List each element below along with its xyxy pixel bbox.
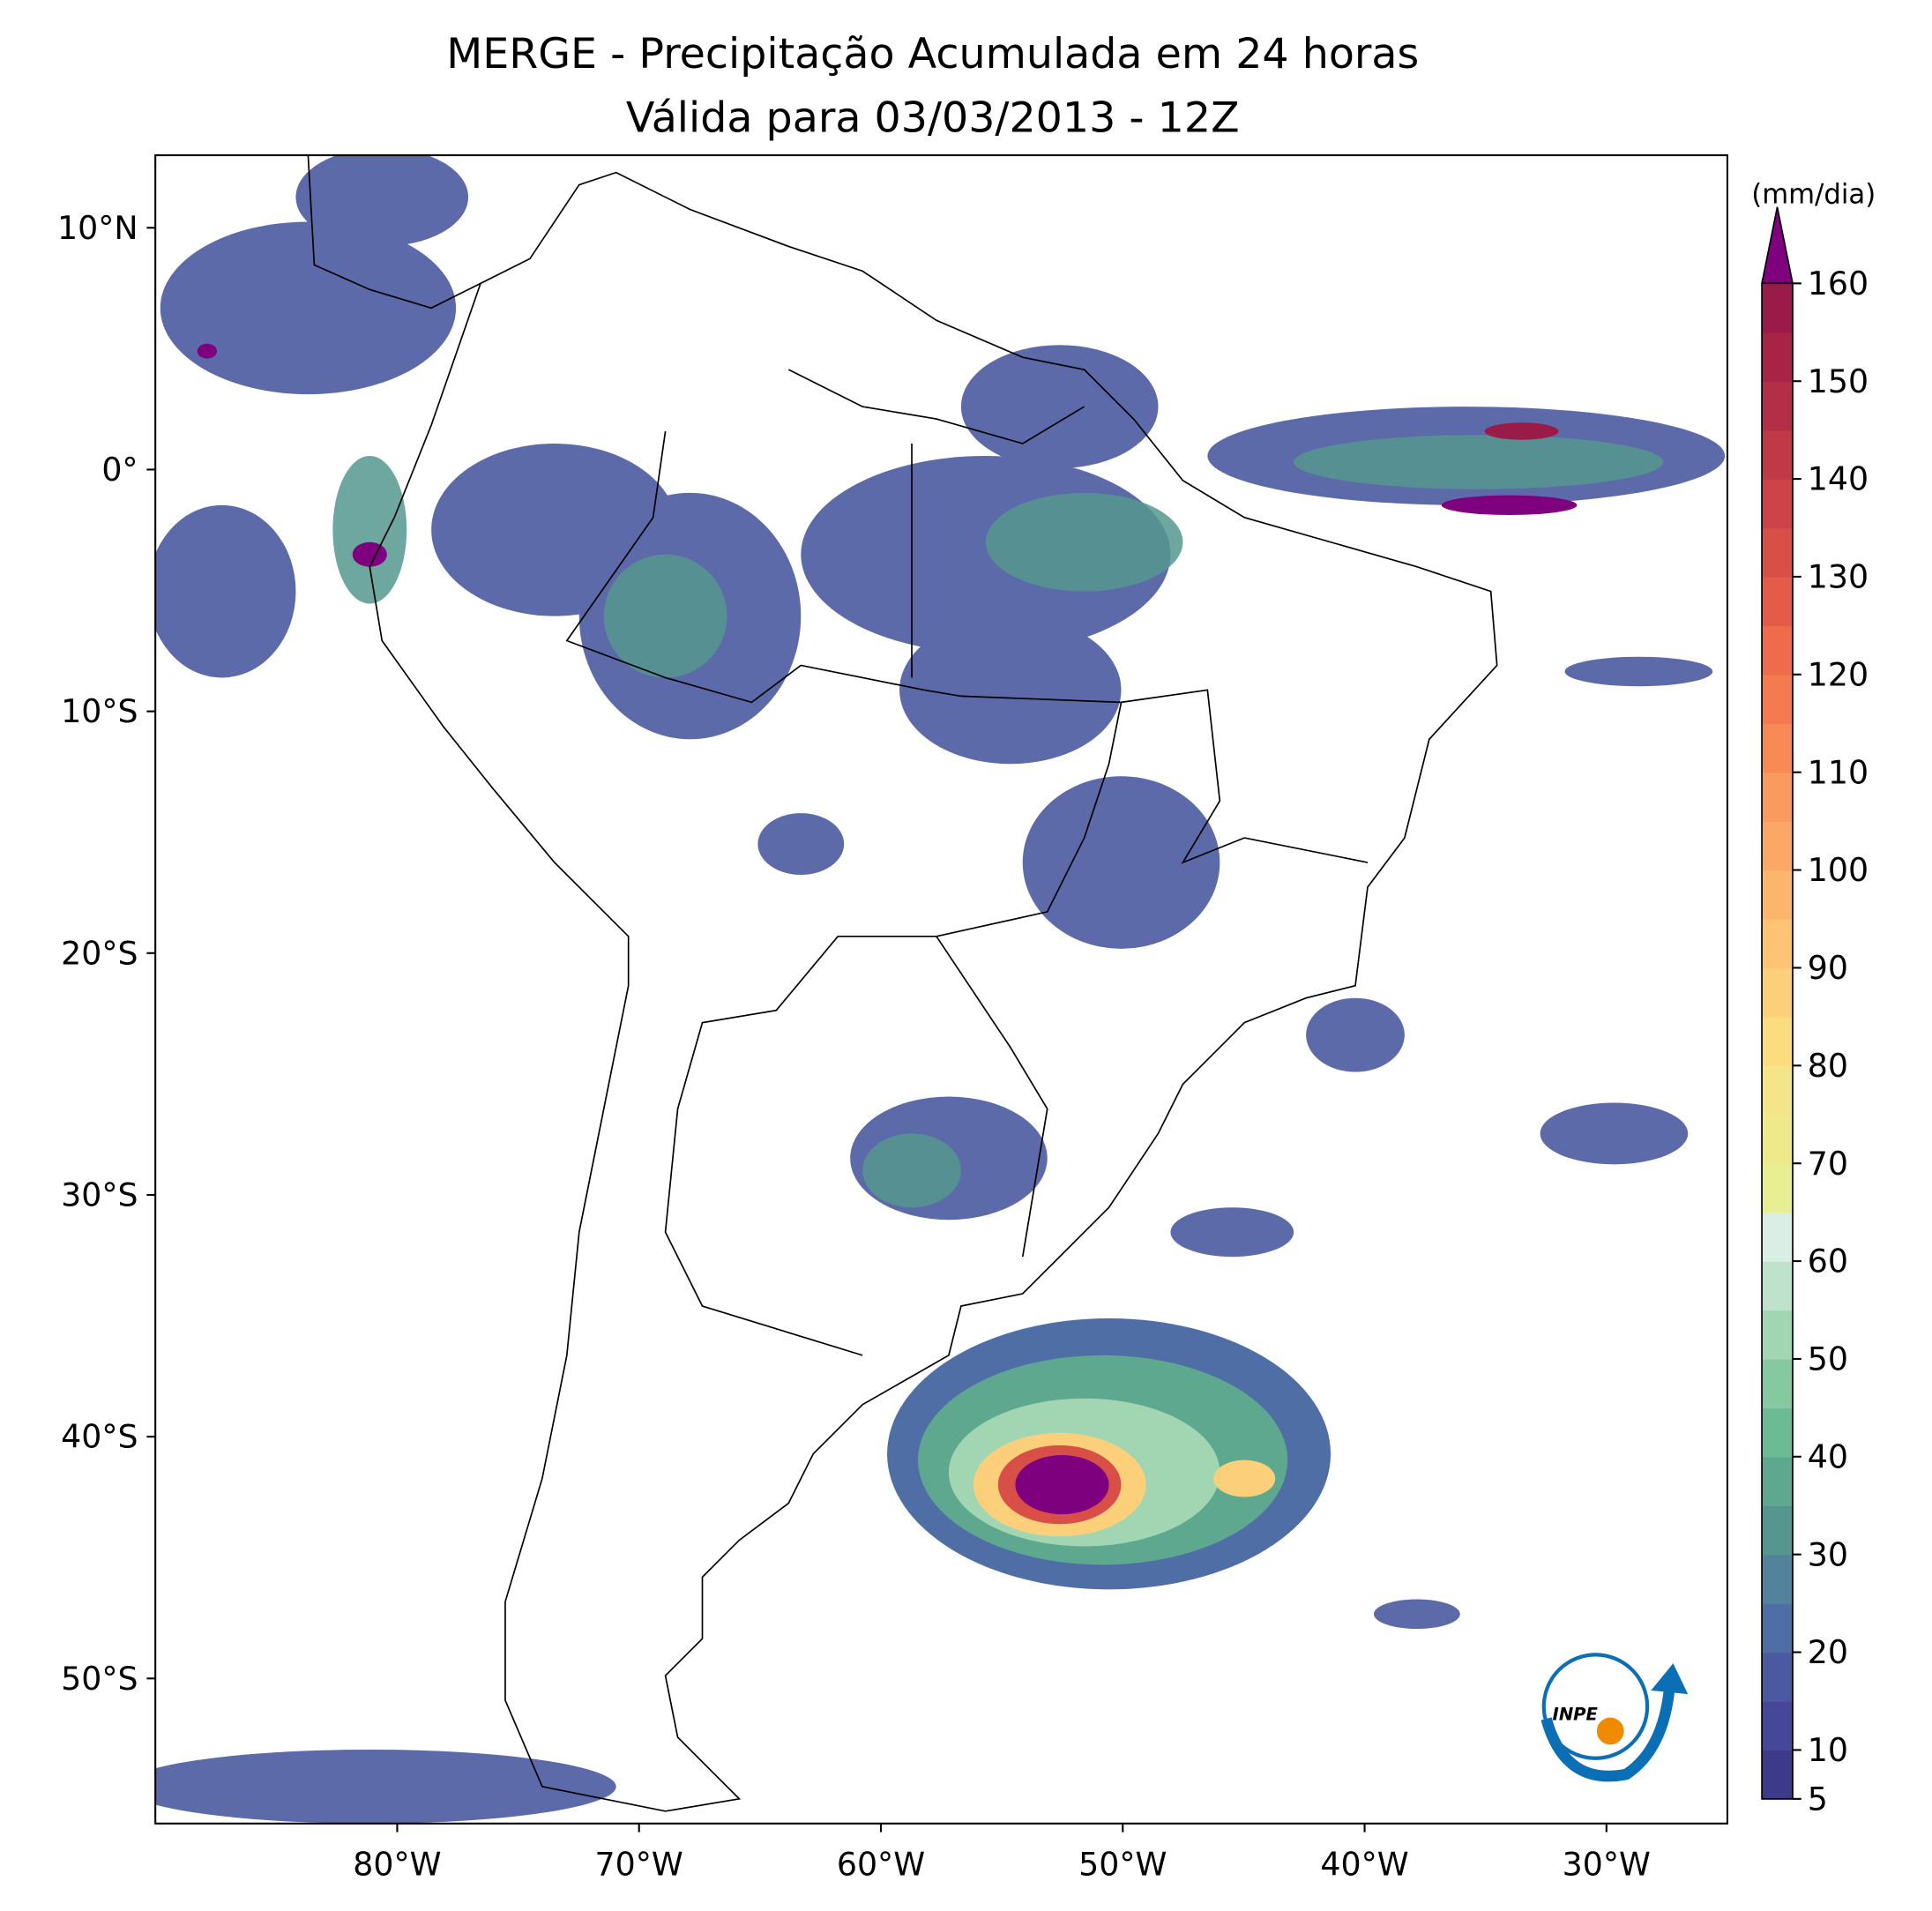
colorbar-segment: [1762, 1212, 1793, 1262]
colorbar-segment: [1762, 1065, 1793, 1116]
title: MERGE - Precipitação Acumulada em 24 hor…: [446, 30, 1419, 78]
x-tick-label: 30°W: [1563, 1845, 1651, 1883]
colorbar-tick-label: 70: [1808, 1145, 1848, 1183]
colorbar-segment: [1762, 332, 1793, 382]
coastlines: [307, 154, 1498, 1812]
colorbar-segment: [1762, 479, 1793, 529]
colorbar-segment: [1762, 1700, 1793, 1751]
colorbar-segment: [1762, 1750, 1793, 1800]
colorbar-segment: [1762, 625, 1793, 676]
colorbar-segment: [1762, 919, 1793, 969]
colorbar-tick-label: 90: [1808, 949, 1848, 987]
colorbar-segment: [1762, 1261, 1793, 1311]
colorbar-tick-label: 150: [1808, 362, 1869, 400]
x-tick-label: 70°W: [595, 1845, 683, 1883]
colorbar-segment: [1762, 381, 1793, 431]
colorbar-segment: [1762, 1554, 1793, 1604]
colorbar-segment: [1762, 821, 1793, 871]
x-tick-label: 80°W: [353, 1845, 441, 1883]
colorbar-segment: [1762, 1505, 1793, 1556]
colorbar-tick-label: 60: [1808, 1243, 1848, 1280]
colorbar-tick-label: 110: [1808, 753, 1869, 791]
y-tick-label: 10°N: [57, 209, 138, 247]
colorbar-tick-label: 40: [1808, 1437, 1848, 1475]
y-tick-label: 10°S: [61, 692, 138, 730]
colorbar-frame: [1761, 283, 1794, 1800]
colorbar-segment: [1762, 674, 1793, 724]
colorbar-segment: [1762, 1114, 1793, 1164]
colorbar-segment: [1762, 429, 1793, 480]
colorbar-tick-label: 100: [1808, 851, 1869, 889]
logo: INPE: [1540, 1653, 1689, 1782]
colorbar-segment: [1762, 283, 1793, 333]
colorbar-segment: [1762, 576, 1793, 627]
x-tick-label: 60°W: [837, 1845, 925, 1883]
colorbar-segment: [1762, 772, 1793, 822]
y-tick-label: 0°: [101, 451, 138, 489]
colorbar-segment: [1762, 1407, 1793, 1458]
colorbar-segment: [1762, 870, 1793, 920]
y-tick-label: 50°S: [61, 1660, 138, 1698]
y-tick-label: 30°S: [61, 1176, 138, 1214]
colorbar-tick-label: 80: [1808, 1047, 1848, 1085]
colorbar-segment: [1762, 1652, 1793, 1702]
colorbar-segment: [1762, 1163, 1793, 1213]
colorbar-tick-label: 5: [1808, 1780, 1828, 1818]
colorbar-tick-label: 120: [1808, 655, 1869, 693]
colorbar-tick-label: 130: [1808, 558, 1869, 596]
colorbar-segment: [1762, 1310, 1793, 1360]
colorbar-tick-label: 30: [1808, 1535, 1848, 1573]
subtitle: Válida para 03/03/2013 - 12Z: [626, 93, 1240, 142]
colorbar-tick-label: 50: [1808, 1340, 1848, 1378]
colorbar-segment: [1762, 967, 1793, 1018]
colorbar-segment: [1762, 1016, 1793, 1067]
y-tick-label: 20°S: [61, 934, 138, 972]
colorbar-extend: [1761, 206, 1794, 285]
colorbar-tick-label: 10: [1808, 1731, 1848, 1769]
colorbar-segment: [1762, 1358, 1793, 1409]
map-frame: [154, 153, 1728, 1825]
colorbar-tick-label: 160: [1808, 265, 1869, 302]
logo-text: INPE: [1553, 1704, 1599, 1724]
colorbar-segment: [1762, 1456, 1793, 1506]
colorbar-segment: [1762, 1603, 1793, 1653]
colorbar-segment: [1762, 527, 1793, 578]
x-tick-label: 40°W: [1320, 1845, 1408, 1883]
colorbar-tick-label: 20: [1808, 1633, 1848, 1671]
x-tick-label: 50°W: [1078, 1845, 1167, 1883]
colorbar-tick-label: 140: [1808, 460, 1869, 498]
y-tick-label: 40°S: [61, 1418, 138, 1456]
precipitation-field: [155, 155, 1726, 1824]
colorbar-segment: [1762, 723, 1793, 773]
colorbar-label: (mm/dia): [1751, 179, 1876, 211]
